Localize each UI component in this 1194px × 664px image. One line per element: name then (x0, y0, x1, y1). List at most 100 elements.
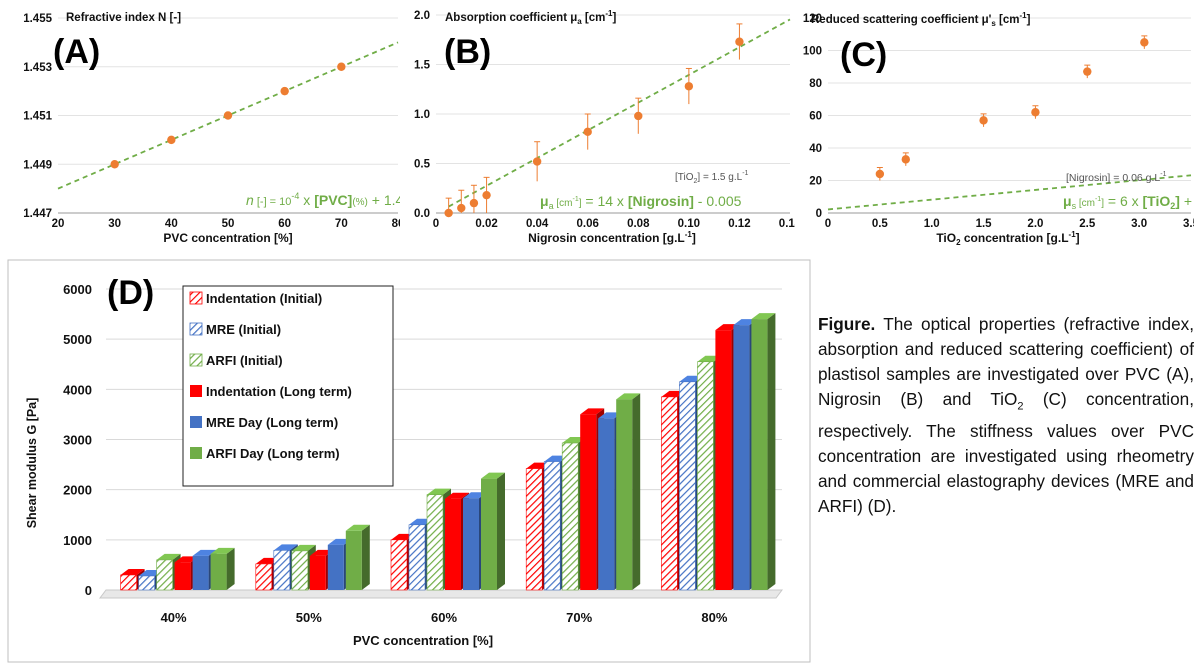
x-tick-label: 3.5 (1183, 218, 1194, 230)
equation-a: n [-] = 10-4 x [PVC](%) + 1.446 (246, 191, 400, 208)
legend-box (182, 285, 394, 487)
legend-swatch (190, 385, 202, 397)
trend-line (827, 174, 1192, 211)
bar (580, 414, 597, 590)
bar-top (427, 488, 451, 495)
data-point (532, 157, 542, 166)
legend-label: ARFI (Initial) (206, 353, 283, 368)
panel-d-chart: 0 1000 2000 3000 4000 5000 6000 40% 50% 60% 70% 80… (7, 259, 811, 663)
data-point (469, 198, 479, 208)
x-tick-label: 50 (222, 218, 235, 230)
y-tick-label: 1.455 (23, 13, 52, 25)
bar (715, 330, 732, 590)
data-point (444, 208, 453, 218)
y-tick-label: 0.5 (414, 159, 431, 171)
chart-title-a: Refractive index N [-] (66, 12, 181, 24)
x-tick-label: 0.10 (678, 218, 700, 230)
bar (679, 381, 696, 591)
data-point (901, 155, 910, 164)
bar (616, 399, 633, 590)
bar (697, 361, 714, 591)
bar (426, 494, 444, 591)
x-tick-label: 2.0 (1027, 218, 1043, 230)
x-tick-label: 0.04 (526, 218, 549, 230)
y-tick-label: 5000 (63, 332, 92, 347)
legend-label: Indentation (Long term) (206, 384, 352, 399)
bar-top (445, 492, 469, 499)
legend-d: Indentation (Initial) MRE (Initial) ARFI (… (182, 285, 394, 487)
chart-floor (99, 589, 783, 599)
legend-label: ARFI Day (Long term) (206, 446, 340, 461)
bar (120, 574, 137, 591)
bar-top (156, 553, 181, 560)
data-point (735, 37, 744, 46)
note-c: [Nigrosin] = 0.06 g.L-1 (1066, 171, 1167, 184)
bar (156, 559, 173, 591)
note-b: [TiO2] = 1.5 g.L-1 (675, 170, 749, 185)
bar (291, 550, 309, 591)
y-tick-label: 6000 (63, 282, 92, 297)
panel-b-chart: 0 0.02 0.04 0.06 0.08 0.10 0.12 0.14 0.0 0.5 1.0 1… (414, 9, 795, 245)
bar (327, 544, 344, 590)
bar (390, 539, 408, 591)
x-tick-label: 60% (431, 610, 457, 625)
y-tick-label: 1.451 (23, 111, 52, 123)
x-tick-label: 0.06 (577, 218, 599, 230)
equation-c: μs [cm-1] = 6 x [TiO2] + 2.2 (1063, 193, 1194, 211)
bar (751, 319, 768, 590)
bar-side (767, 313, 776, 590)
data-point (1031, 108, 1040, 117)
x-tick-label: 30 (108, 218, 121, 230)
panel-c-chart: 0 0.5 1.0 1.5 2.0 2.5 3.0 3.5 0 20 40 60 80 100 120 (… (803, 11, 1194, 245)
x-axis-label-d: PVC concentration [%] (353, 633, 493, 648)
y-tick-label: 120 (803, 13, 822, 25)
x-tick-label: 60 (278, 218, 291, 230)
bar-top (481, 472, 505, 479)
bar (561, 442, 579, 591)
data-point (223, 111, 233, 120)
bar (138, 575, 155, 591)
y-tick-label: 60 (809, 111, 822, 123)
legend-label: MRE (Initial) (206, 322, 281, 337)
data-point (979, 116, 988, 125)
bar-top (291, 544, 316, 551)
bar (192, 555, 209, 590)
data-point (110, 160, 119, 169)
legend-swatch (189, 322, 203, 336)
y-tick-label: 2000 (63, 483, 92, 498)
x-tick-label: 40 (165, 218, 178, 230)
legend-swatch (189, 353, 203, 367)
y-tick-label: 2.0 (414, 10, 430, 22)
bar-side (226, 547, 235, 590)
y-tick-label: 1.5 (414, 60, 431, 72)
bar-side (497, 472, 505, 590)
y-axis-label-d: Shear modulus G [Pa] (25, 398, 39, 529)
x-tick-label: 20 (52, 218, 65, 230)
bar (273, 550, 291, 591)
bar (445, 498, 461, 590)
y-tick-label: 20 (809, 176, 822, 188)
legend-label: Indentation (Initial) (206, 291, 322, 306)
x-tick-label: 0.14 (779, 218, 795, 230)
x-tick-label: 1.5 (976, 218, 993, 230)
y-tick-label: 1.447 (23, 208, 52, 220)
data-point (337, 62, 346, 71)
legend-swatch (190, 447, 202, 459)
bar-top (616, 393, 641, 400)
data-point (167, 135, 176, 145)
data-point (1140, 38, 1149, 47)
x-tick-label: 50% (296, 610, 322, 625)
bar (309, 555, 326, 590)
data-point (875, 169, 885, 179)
y-tick-label: 100 (803, 46, 822, 58)
y-tick-label: 1.0 (414, 109, 430, 121)
bar-top (273, 544, 298, 551)
bar-top (751, 313, 776, 320)
x-tick-label: 0 (825, 218, 831, 230)
panel-a-chart: 20 30 40 50 60 70 80 1.447 1.449 1.451 1.453 1.455… (23, 12, 400, 245)
x-tick-label: 0.02 (475, 218, 497, 230)
bar (543, 461, 561, 591)
bar (661, 396, 678, 591)
bar (255, 563, 273, 591)
chart-title-c: Reduced scattering coefficient μ's [cm-1… (811, 11, 1031, 28)
